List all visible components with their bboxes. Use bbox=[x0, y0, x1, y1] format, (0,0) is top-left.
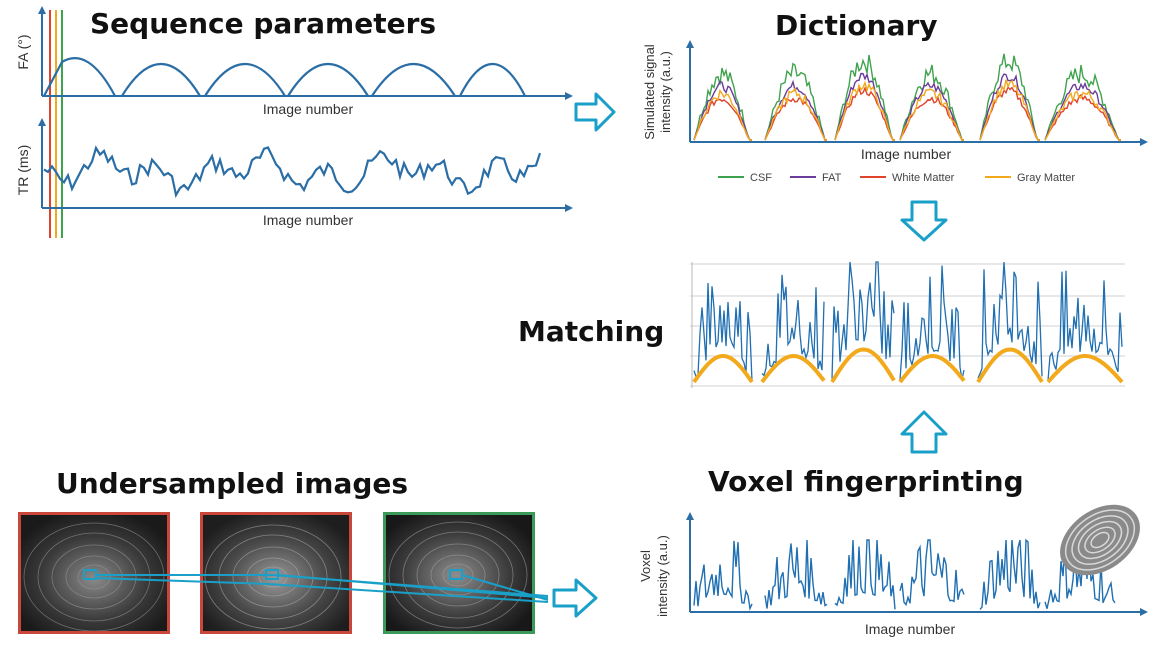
arrow-right-to-voxel bbox=[552, 578, 598, 618]
fa-axis-label: FA (°) bbox=[15, 34, 31, 69]
tr-axis-label: TR (ms) bbox=[15, 145, 31, 196]
undersampled-image-1 bbox=[18, 512, 170, 634]
dict-legend: CSF FAT White Matter Gray Matter bbox=[718, 172, 1075, 184]
tr-curve bbox=[43, 145, 542, 199]
dict-series-csf bbox=[693, 53, 1121, 141]
fingerprint-icon bbox=[1060, 504, 1140, 576]
scan-2-texture bbox=[203, 515, 349, 631]
sequence-parameters-panel: FA (°) Image number TR (ms) Image number bbox=[15, 6, 573, 238]
scan-1-texture bbox=[21, 515, 167, 632]
voxel-y-label-2: intensity (a.u.) bbox=[655, 535, 670, 617]
legend-label-white-matter: White Matter bbox=[892, 172, 955, 184]
title-matching: Matching bbox=[518, 315, 665, 348]
fa-x-label: Image number bbox=[263, 101, 354, 117]
title-voxel-fingerprinting: Voxel fingerprinting bbox=[708, 465, 1024, 498]
arrow-down-to-matching bbox=[900, 200, 948, 242]
dict-series-gray-matter bbox=[693, 79, 1121, 141]
undersampled-image-3 bbox=[383, 512, 535, 634]
undersampled-image-2 bbox=[200, 512, 352, 634]
dict-y-label-2: intensity (a.u.) bbox=[658, 51, 673, 133]
fa-curve bbox=[43, 57, 526, 97]
voxel-panel: Voxel intensity (a.u.) Image number bbox=[638, 504, 1148, 637]
dict-series-white-matter bbox=[693, 85, 1121, 141]
voxel-y-label-1: Voxel bbox=[638, 550, 653, 582]
voxel-signal bbox=[693, 538, 1116, 612]
title-dictionary: Dictionary bbox=[775, 9, 938, 42]
tr-x-label: Image number bbox=[263, 212, 354, 228]
legend-label-csf: CSF bbox=[750, 172, 772, 184]
title-undersampled-images: Undersampled images bbox=[56, 467, 409, 500]
matching-panel bbox=[690, 261, 1125, 388]
arrow-up-to-matching bbox=[900, 410, 948, 454]
dict-x-label: Image number bbox=[861, 146, 952, 162]
voxel-x-label: Image number bbox=[865, 621, 956, 637]
dict-series-fat bbox=[693, 72, 1121, 141]
dictionary-panel: Simulated signal intensity (a.u.) Image … bbox=[642, 40, 1148, 184]
matching-dictionary-signal bbox=[692, 347, 1124, 384]
legend-label-fat: FAT bbox=[822, 172, 842, 184]
matching-measured-signal bbox=[693, 261, 1123, 382]
scan-3-texture bbox=[386, 515, 532, 631]
legend-label-gray-matter: Gray Matter bbox=[1017, 172, 1075, 184]
arrow-right-to-dictionary bbox=[574, 92, 616, 132]
title-sequence-parameters: Sequence parameters bbox=[90, 7, 437, 40]
dict-y-label-1: Simulated signal bbox=[642, 44, 657, 139]
